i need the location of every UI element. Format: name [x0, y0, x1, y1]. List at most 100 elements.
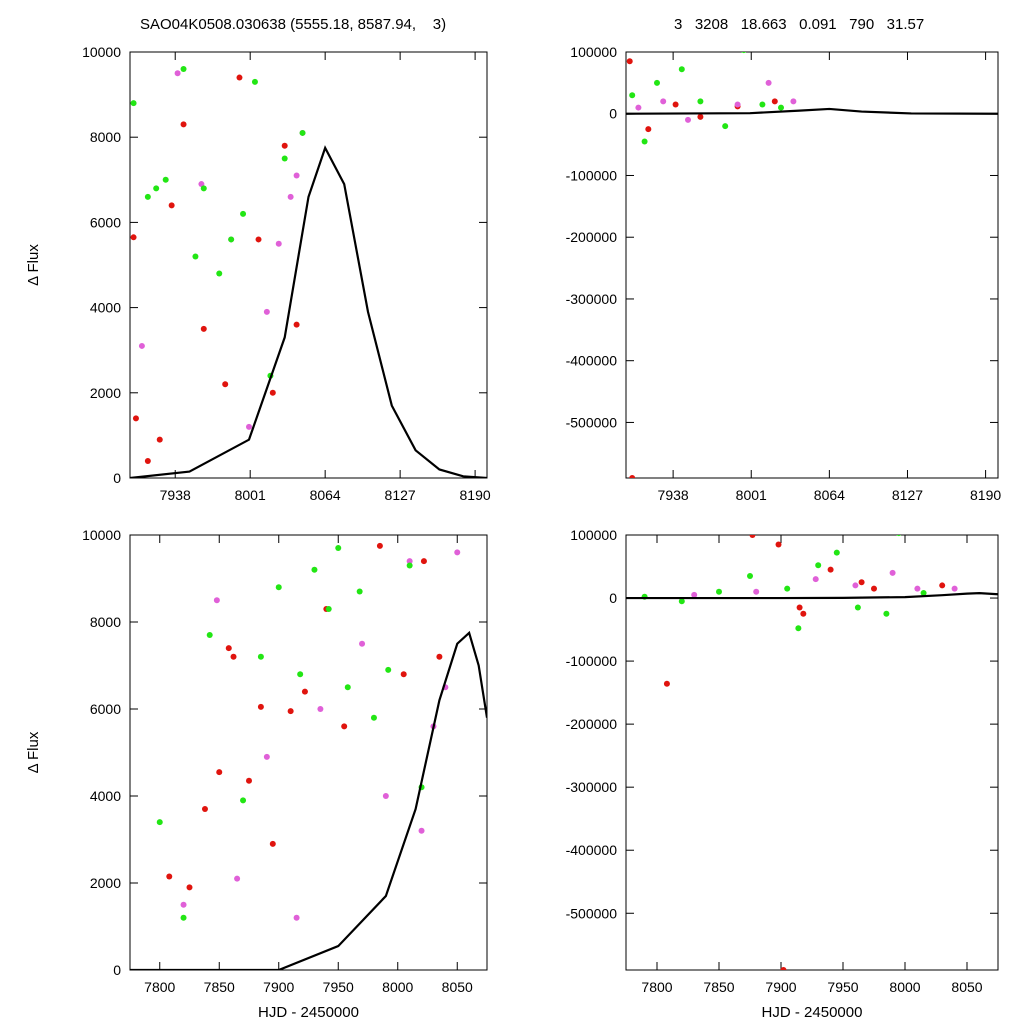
y-tick-label: 8000: [90, 614, 121, 630]
data-point-red: [939, 582, 946, 589]
data-point-red: [287, 708, 294, 715]
data-point-red: [269, 840, 276, 847]
data-point-magenta: [275, 240, 282, 247]
data-point-red: [201, 806, 208, 813]
data-point-red: [796, 604, 803, 611]
data-point-magenta: [691, 591, 698, 598]
data-point-magenta: [293, 914, 300, 921]
data-point-green: [180, 66, 187, 73]
x-tick-label: 7900: [765, 979, 796, 995]
data-point-green: [299, 129, 306, 136]
x-tick-label: 8000: [382, 979, 413, 995]
data-point-magenta: [753, 588, 760, 595]
data-point-green: [722, 123, 729, 130]
data-point-green: [275, 584, 282, 591]
data-point-green: [697, 98, 704, 105]
data-point-magenta: [174, 70, 181, 77]
data-point-green: [344, 684, 351, 691]
data-layer: [626, 535, 998, 970]
data-point-red: [132, 415, 139, 422]
data-point-green: [759, 101, 766, 108]
data-point-magenta: [812, 576, 819, 583]
data-point-magenta: [287, 193, 294, 200]
data-point-green: [240, 797, 247, 804]
y-tick-label: -500000: [566, 905, 618, 921]
data-point-red: [376, 542, 383, 549]
x-tick-label: 8064: [310, 487, 341, 503]
data-point-red: [672, 101, 679, 108]
data-point-green: [144, 193, 151, 200]
x-tick-label: 8050: [442, 979, 473, 995]
data-point-green: [281, 155, 288, 162]
data-point-green: [192, 253, 199, 260]
data-point-magenta: [138, 342, 145, 349]
data-point-green: [678, 66, 685, 73]
data-point-green: [654, 79, 660, 86]
y-tick-label: 2000: [90, 385, 121, 401]
data-point-green: [385, 666, 392, 673]
y-tick-label: 6000: [90, 214, 121, 230]
data-point-red: [301, 688, 308, 695]
y-tick-label: 8000: [90, 129, 121, 145]
data-point-magenta: [889, 569, 896, 576]
y-tick-label: -200000: [566, 229, 618, 245]
data-point-red: [626, 58, 633, 65]
panel-bottom-right: 7800 7850 7900 7950 8000 8050 100000 0 -100000 -2…: [566, 527, 999, 1021]
data-point-red: [420, 558, 427, 565]
y-tick-label: -300000: [566, 291, 618, 307]
x-tick-label: 7800: [641, 979, 672, 995]
data-point-green: [406, 562, 413, 569]
data-point-green: [356, 588, 363, 595]
data-point-red: [436, 653, 443, 660]
data-point-red: [400, 671, 407, 678]
x-tick-label: 8050: [951, 979, 982, 995]
data-point-green: [251, 78, 258, 85]
plot-frame: [625, 534, 999, 971]
data-point-green: [162, 176, 169, 183]
y-tick-label: 0: [113, 470, 121, 486]
data-point-red: [216, 769, 223, 776]
data-point-red: [800, 610, 807, 617]
x-tick-label: 7938: [160, 487, 191, 503]
x-tick-label: 7850: [703, 979, 734, 995]
data-point-magenta: [685, 116, 691, 123]
plot-frame: [129, 51, 488, 479]
model-curve: [626, 107, 998, 115]
data-point-green: [896, 535, 902, 537]
y-tick-label: -500000: [566, 414, 618, 430]
data-point-magenta: [454, 549, 461, 556]
y-axis-label: Δ Flux: [25, 731, 42, 773]
x-tick-label: 8064: [814, 487, 845, 503]
data-point-green: [778, 104, 784, 111]
data-point-green: [156, 819, 163, 826]
data-point-red: [130, 234, 137, 241]
data-point-magenta: [406, 558, 413, 565]
data-point-magenta: [293, 172, 300, 179]
data-point-green: [335, 545, 342, 552]
data-point-magenta: [660, 98, 667, 105]
x-tick-label: 8001: [235, 487, 266, 503]
x-tick-label: 7938: [658, 487, 689, 503]
data-point-magenta: [263, 753, 270, 760]
data-point-red: [645, 126, 652, 133]
data-point-green: [883, 610, 890, 617]
data-point-red: [236, 74, 243, 81]
data-point-red: [293, 321, 300, 328]
data-point-red: [186, 884, 193, 891]
data-point-green: [206, 632, 213, 639]
y-tick-label: -400000: [566, 353, 618, 369]
data-point-red: [166, 873, 173, 880]
data-point-green: [833, 549, 840, 556]
model-curve: [130, 630, 487, 970]
x-tick-label: 8000: [889, 979, 920, 995]
y-tick-label: 0: [113, 962, 121, 978]
data-point-magenta: [734, 101, 741, 108]
data-point-green: [678, 598, 685, 605]
x-tick-label: 7950: [323, 979, 354, 995]
data-point-green: [370, 714, 377, 721]
x-tick-label: 8190: [460, 487, 491, 503]
x-tick-label: 7850: [204, 979, 235, 995]
data-point-magenta: [635, 104, 642, 111]
data-point-green: [747, 572, 753, 579]
data-point-green: [180, 914, 187, 921]
